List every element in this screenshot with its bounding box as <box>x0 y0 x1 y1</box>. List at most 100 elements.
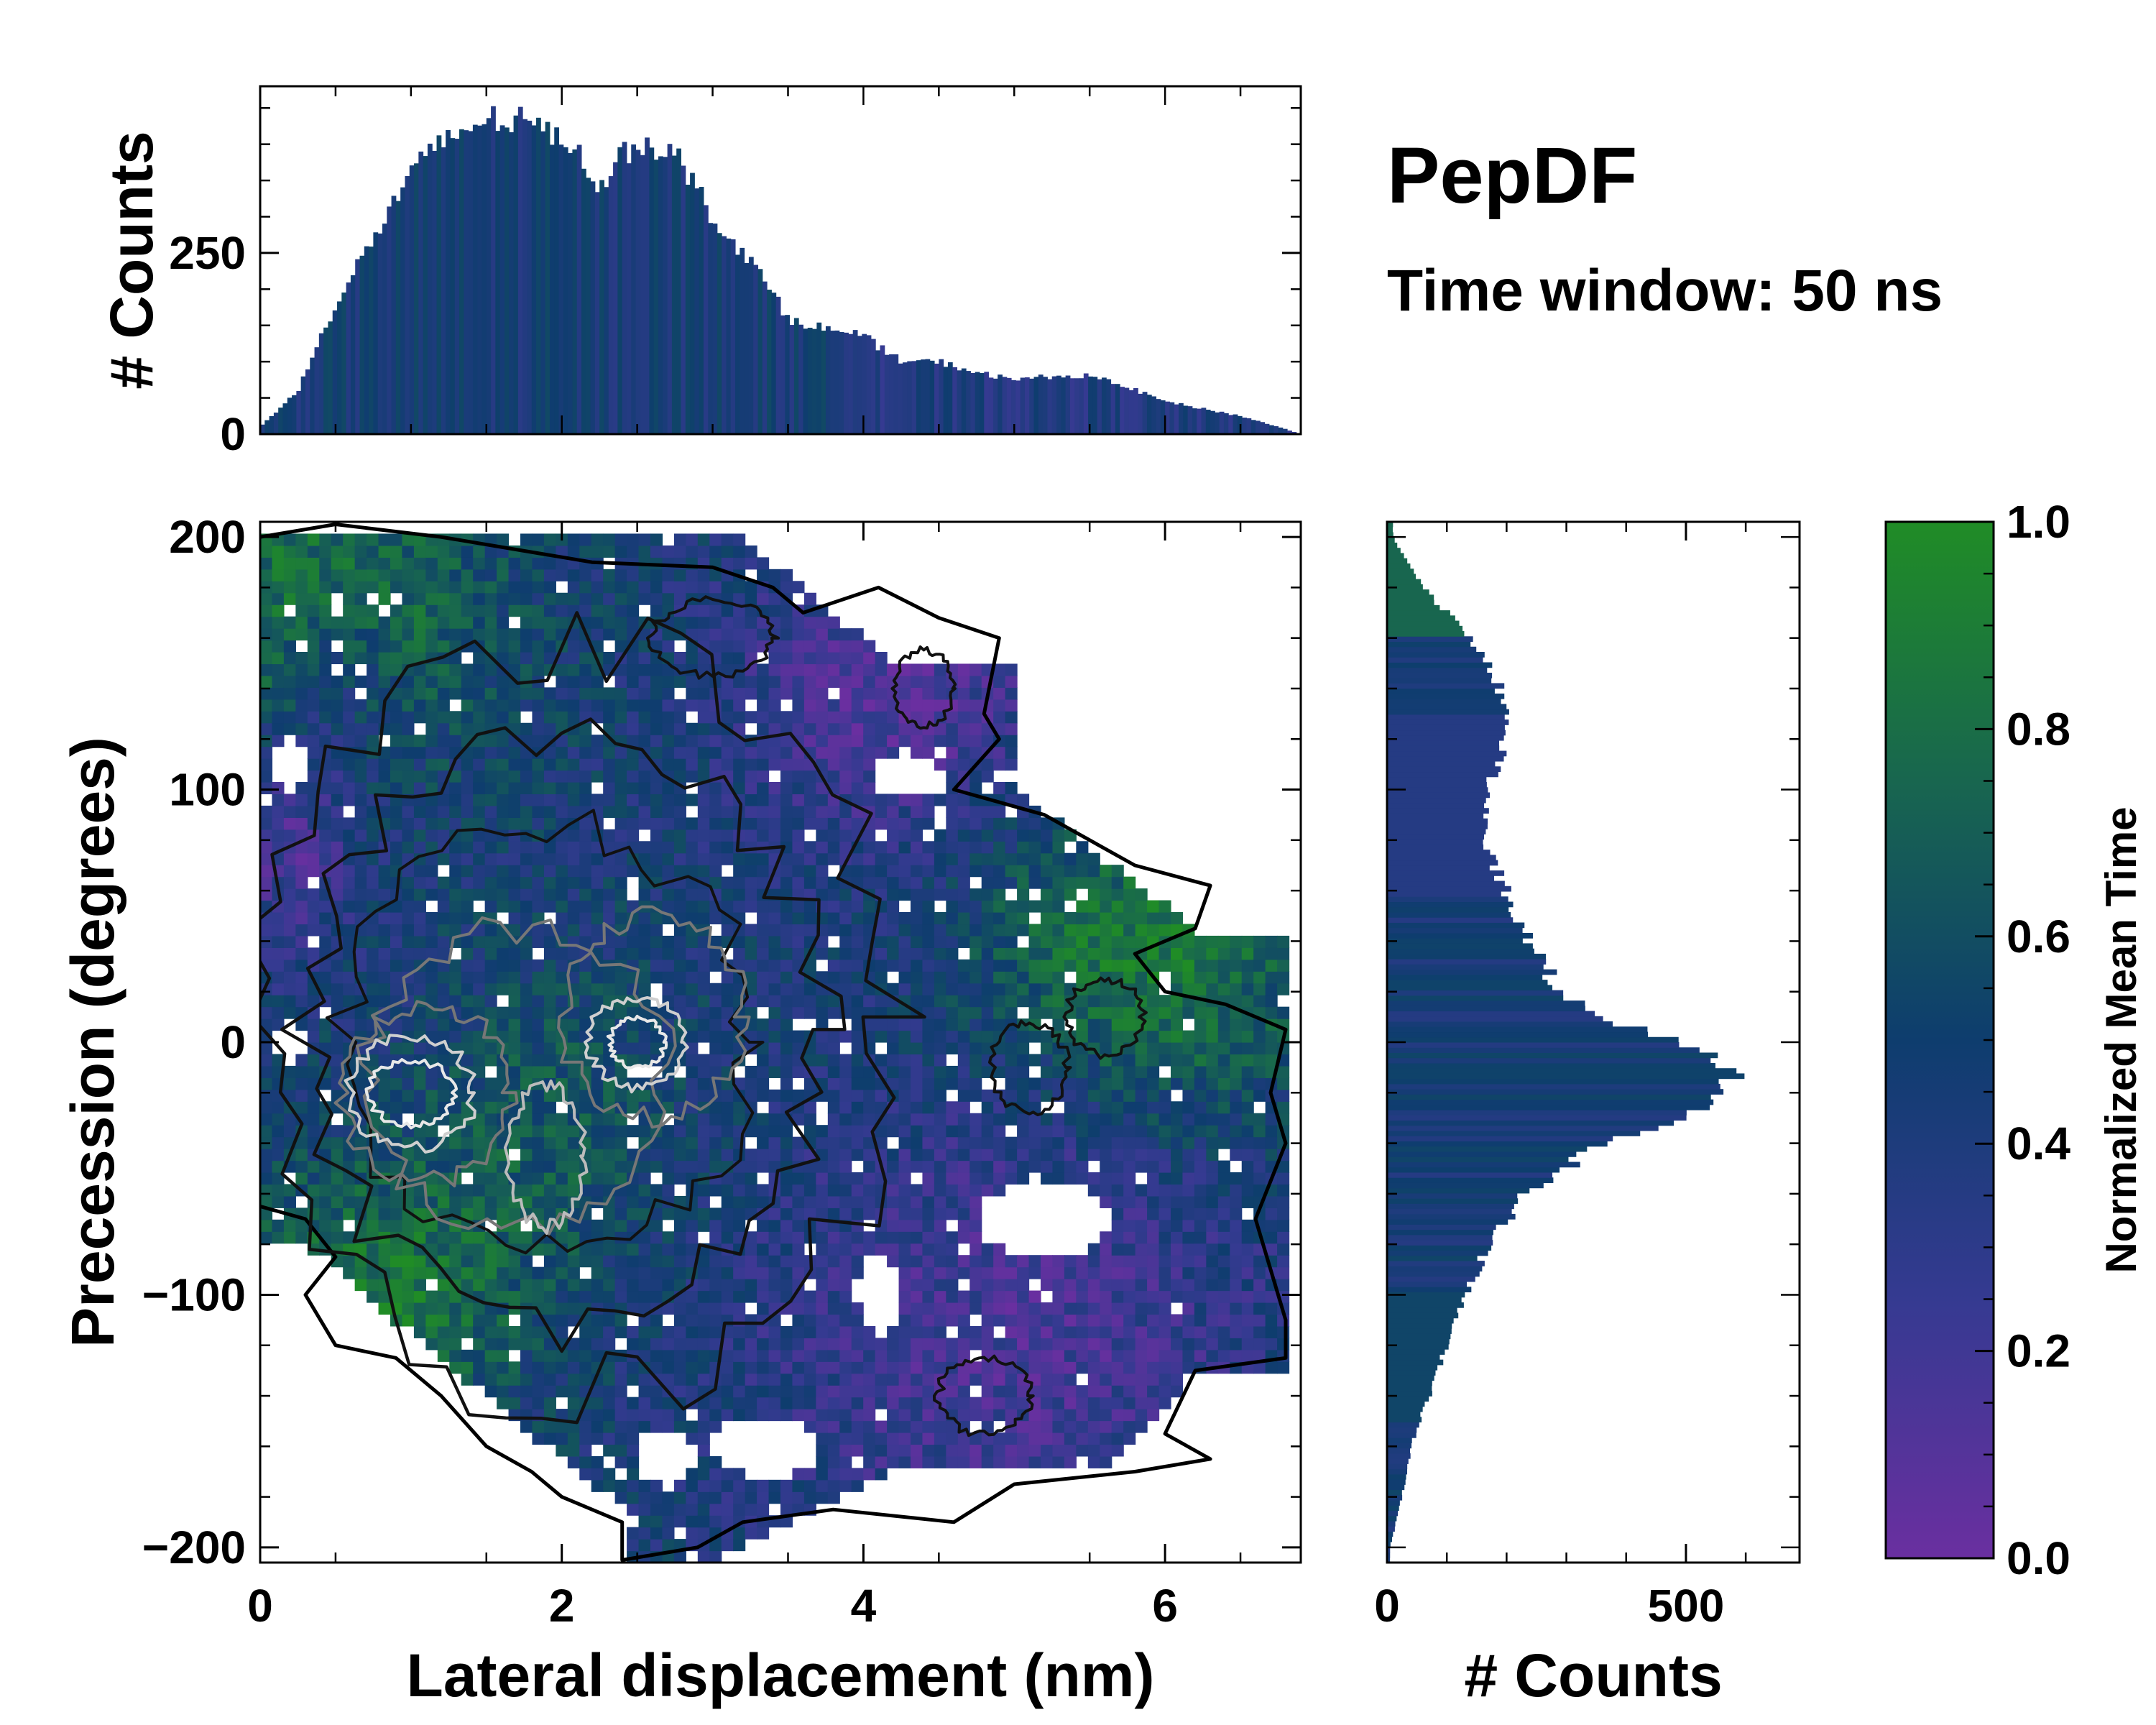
heatmap-cell <box>343 876 356 889</box>
heatmap-cell <box>638 1089 651 1102</box>
heatmap-cell <box>532 1054 545 1067</box>
heatmap-cell <box>673 1160 686 1173</box>
heatmap-cell <box>686 900 699 913</box>
heatmap-cell <box>1005 1030 1018 1043</box>
heatmap-cell <box>1076 1054 1089 1067</box>
heatmap-cell <box>934 758 946 771</box>
heatmap-cell <box>887 1338 900 1351</box>
heatmap-cell <box>745 852 757 865</box>
heatmap-cell <box>354 640 367 653</box>
heatmap-cell <box>260 1208 273 1220</box>
top-histogram-bar <box>594 192 600 434</box>
heatmap-cell <box>851 1420 864 1433</box>
heatmap-cell <box>319 1136 332 1149</box>
heatmap-cell <box>934 1113 946 1126</box>
heatmap-cell <box>614 616 627 629</box>
heatmap-cell <box>816 663 829 676</box>
heatmap-cell <box>981 1266 994 1279</box>
heatmap-cell <box>614 1006 627 1019</box>
heatmap-cell <box>662 983 675 995</box>
heatmap-cell <box>1052 1302 1065 1315</box>
heatmap-cell <box>307 865 320 878</box>
heatmap-cell <box>425 735 438 748</box>
heatmap-cell <box>721 1539 734 1552</box>
heatmap-cell <box>827 1279 840 1292</box>
heatmap-cell <box>686 829 699 842</box>
heatmap-cell <box>934 1314 946 1327</box>
heatmap-cell <box>579 1113 592 1126</box>
heatmap-cell <box>307 1065 320 1078</box>
heatmap-cell <box>780 1089 793 1102</box>
heatmap-cell <box>1052 1125 1065 1138</box>
heatmap-cell <box>673 1077 686 1090</box>
heatmap-cell <box>993 912 1006 925</box>
heatmap-cell <box>1005 1397 1018 1409</box>
heatmap-cell <box>898 924 911 937</box>
heatmap-cell <box>709 1279 722 1292</box>
top-histogram-bar <box>1088 376 1093 434</box>
heatmap-cell <box>816 971 829 984</box>
heatmap-cell <box>543 1160 556 1173</box>
heatmap-cell <box>603 1444 616 1457</box>
heatmap-cell <box>686 1527 699 1540</box>
heatmap-cell <box>721 1219 734 1232</box>
heatmap-cell <box>697 1136 710 1149</box>
heatmap-cell <box>449 983 462 995</box>
heatmap-cell <box>993 900 1006 913</box>
heatmap-cell <box>1017 865 1030 878</box>
heatmap-cell <box>532 1325 545 1338</box>
heatmap-cell <box>803 805 816 818</box>
heatmap-cell <box>934 1136 946 1149</box>
heatmap-cell <box>957 1089 970 1102</box>
heatmap-cell <box>898 1349 911 1362</box>
heatmap-cell <box>780 805 793 818</box>
heatmap-cell <box>721 1409 734 1422</box>
heatmap-cell <box>343 995 356 1008</box>
heatmap-cell <box>378 782 391 795</box>
heatmap-cell <box>922 1409 935 1422</box>
heatmap-cell <box>946 1160 959 1173</box>
heatmap-cell <box>875 1373 888 1386</box>
heatmap-cell <box>1005 971 1018 984</box>
heatmap-cell <box>911 1361 923 1374</box>
heatmap-cell <box>520 722 533 735</box>
heatmap-cell <box>745 557 757 570</box>
heatmap-cell <box>697 1349 710 1362</box>
heatmap-cell <box>875 1018 888 1031</box>
heatmap-cell <box>934 959 946 972</box>
heatmap-cell <box>638 1231 651 1244</box>
heatmap-cell <box>673 652 686 665</box>
heatmap-cell <box>969 1279 982 1292</box>
heatmap-cell <box>591 995 604 1008</box>
heatmap-cell <box>993 758 1006 771</box>
heatmap-cell <box>792 581 805 594</box>
heatmap-cell <box>567 1065 580 1078</box>
heatmap-cell <box>543 888 556 901</box>
heatmap-cell <box>934 1455 946 1468</box>
heatmap-cell <box>591 1136 604 1149</box>
heatmap-cell <box>591 912 604 925</box>
heatmap-cell <box>673 1349 686 1362</box>
heatmap-cell <box>946 817 959 830</box>
heatmap-cell <box>827 876 840 889</box>
heatmap-cell <box>887 663 900 676</box>
heatmap-cell <box>816 1302 829 1315</box>
heatmap-cell <box>993 1125 1006 1138</box>
top-histogram-bar <box>762 281 768 434</box>
heatmap-cell <box>378 876 391 889</box>
heatmap-cell <box>437 640 450 653</box>
heatmap-cell <box>390 746 403 759</box>
heatmap-cell <box>543 959 556 972</box>
heatmap-cell <box>1041 1409 1054 1422</box>
heatmap-cell <box>508 1030 521 1043</box>
heatmap-cell <box>934 912 946 925</box>
heatmap-cell <box>543 1125 556 1138</box>
heatmap-cell <box>851 1054 864 1067</box>
heatmap-cell <box>922 935 935 948</box>
heatmap-cell <box>638 959 651 972</box>
heatmap-cell <box>686 746 699 759</box>
heatmap-cell <box>650 711 663 724</box>
heatmap-cell <box>792 924 805 937</box>
heatmap-cell <box>827 829 840 842</box>
heatmap-cell <box>591 604 604 617</box>
